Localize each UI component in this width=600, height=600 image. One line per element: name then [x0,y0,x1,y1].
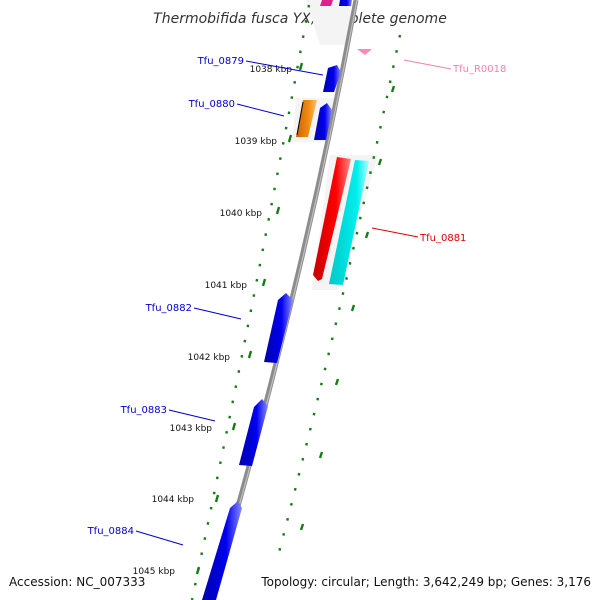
kbp-label: 1041 kbp [205,281,248,291]
label-leader-lines [135,59,452,546]
genome-summary-text: Topology: circular; Length: 3,642,249 bp… [260,575,591,589]
kbp-label: 1040 kbp [220,209,263,219]
gene-feature-tfu-0884[interactable] [202,501,242,600]
gene-label-tfu-r0018[interactable]: Tfu_R0018 [452,64,506,75]
kbp-label: 1043 kbp [170,424,213,434]
kbp-label: 1038 kbp [250,65,293,75]
gene-feature-tfu-0881[interactable] [313,157,351,281]
gene-feature-tfu-0880[interactable] [314,103,332,140]
feature-top-edge[interactable] [320,0,352,6]
major-ticks-right [299,85,396,531]
kbp-label: 1045 kbp [133,567,176,577]
gene-label-tfu-0883[interactable]: Tfu_0883 [120,405,167,416]
gene-feature-tfu-0883[interactable] [239,399,268,466]
gene-feature-tfu-r0018[interactable] [357,49,372,55]
gene-label-tfu-0881[interactable]: Tfu_0881 [419,233,466,244]
major-ticks-left [195,62,304,575]
gene-label-tfu-0879[interactable]: Tfu_0879 [197,56,244,67]
gene-feature-tfu-0879[interactable] [323,65,341,92]
gene-feature-cyan[interactable] [329,160,369,285]
gene-feature-tfu-0882[interactable] [264,293,293,363]
gene-label-tfu-0882[interactable]: Tfu_0882 [145,303,192,314]
gene-label-tfu-0884[interactable]: Tfu_0884 [87,526,134,537]
gene-label-tfu-0880[interactable]: Tfu_0880 [188,99,235,110]
kbp-labels: 1038 kbp 1039 kbp 1040 kbp 1041 kbp 1042… [133,65,293,577]
map-title: Thermobifida fusca YX, complete genome [153,11,447,27]
accession-text: Accession: NC_007333 [9,575,145,589]
kbp-label: 1042 kbp [188,353,231,363]
kbp-label: 1044 kbp [152,495,195,505]
kbp-label: 1039 kbp [235,137,278,147]
